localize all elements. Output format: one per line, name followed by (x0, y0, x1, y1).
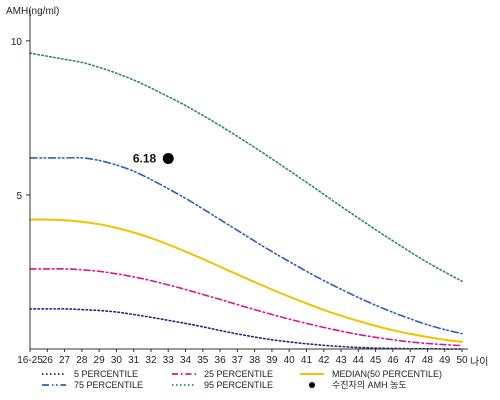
x-tick-label: 35 (197, 355, 209, 366)
x-tick-label: 46 (387, 355, 399, 366)
x-tick-label: 31 (128, 355, 140, 366)
series-line-95-percentile (29, 52, 463, 282)
x-tick-label: 50 (456, 355, 468, 366)
y-axis-title: AMH(ng/ml) (6, 6, 59, 17)
x-tick-label: 37 (232, 355, 244, 366)
x-tick-label: 44 (353, 355, 365, 366)
x-tick-label: 27 (59, 355, 71, 366)
legend-label: 25 PERCENTILE (204, 369, 273, 379)
series-line-5-percentile (29, 308, 463, 350)
legend-label: 95 PERCENTILE (204, 380, 273, 390)
x-tick-label: 41 (301, 355, 313, 366)
x-tick-label: 36 (215, 355, 227, 366)
legend-label: MEDIAN(50 PERCENTILE) (332, 369, 442, 379)
x-tick-label: 34 (180, 355, 192, 366)
x-axis-title: 나이 (470, 356, 488, 368)
legend-label: 5 PERCENTILE (74, 369, 138, 379)
x-tick-label: 39 (266, 355, 278, 366)
x-tick-label: 43 (335, 355, 347, 366)
legend-label: 수진자의 AMH 농도 (332, 380, 407, 390)
x-tick-label: 26 (42, 355, 54, 366)
y-tick-label: 5 (16, 191, 22, 202)
x-tick-label: 28 (76, 355, 88, 366)
axes-layer: AMH(ng/ml) 나이 (6, 6, 488, 368)
x-tick-label: 32 (145, 355, 157, 366)
legend-swatch (309, 382, 315, 388)
points-layer: 6.18 (133, 152, 174, 166)
x-tick-label: 33 (163, 355, 175, 366)
legend-label: 75 PERCENTILE (74, 380, 143, 390)
patient-amh-value-label: 6.18 (133, 152, 157, 166)
x-tick-label: 30 (111, 355, 123, 366)
x-tick-label: 49 (439, 355, 451, 366)
y-tick-label: 10 (11, 37, 23, 48)
x-tick-label: 40 (284, 355, 296, 366)
x-tick-label: 42 (318, 355, 330, 366)
x-tick-label: 38 (249, 355, 261, 366)
x-tick-label: 45 (370, 355, 382, 366)
x-tick-label: 47 (405, 355, 417, 366)
x-tick-label: 16-25 (17, 355, 43, 366)
patient-amh-point (162, 153, 174, 165)
series-layer (29, 52, 463, 350)
x-tick-label: 29 (94, 355, 106, 366)
x-tick-label: 48 (422, 355, 434, 366)
series-line-median-50-percentile (29, 218, 463, 343)
legend: 5 PERCENTILE 25 PERCENTILE MEDIAN(50 PERCE… (42, 369, 442, 390)
series-line-25-percentile (29, 268, 463, 347)
series-line-75-percentile (29, 156, 463, 335)
